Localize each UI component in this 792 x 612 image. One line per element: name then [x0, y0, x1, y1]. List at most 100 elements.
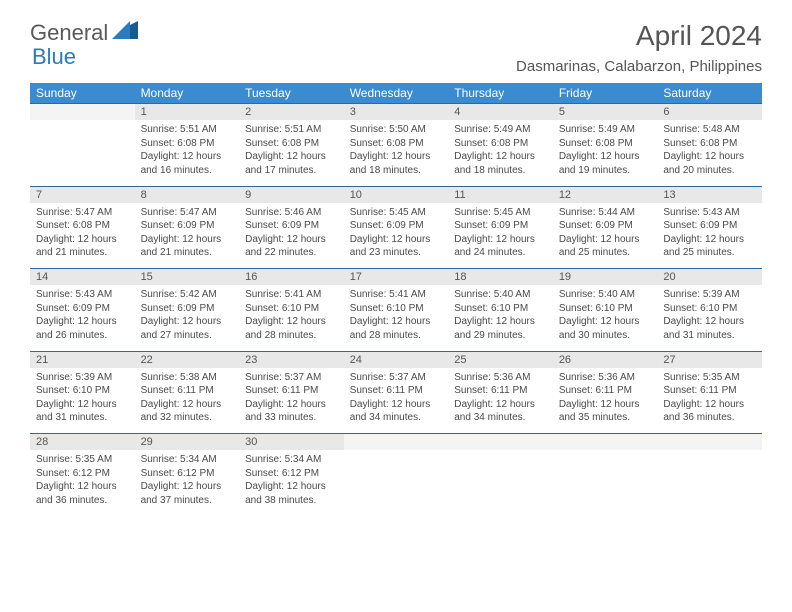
daylight-text: Daylight: 12 hours and 28 minutes. [350, 315, 443, 342]
sunset-text: Sunset: 6:09 PM [559, 219, 652, 233]
day-number-cell: 12 [553, 186, 658, 203]
day-content-cell: Sunrise: 5:49 AMSunset: 6:08 PMDaylight:… [553, 120, 658, 186]
day-content-cell: Sunrise: 5:35 AMSunset: 6:12 PMDaylight:… [30, 450, 135, 516]
daylight-text: Daylight: 12 hours and 27 minutes. [141, 315, 234, 342]
day-number-cell [448, 434, 553, 451]
sunrise-text: Sunrise: 5:42 AM [141, 288, 234, 302]
logo-text-blue: Blue [32, 44, 76, 69]
day-content-cell [657, 450, 762, 516]
day-number-cell: 8 [135, 186, 240, 203]
daylight-text: Daylight: 12 hours and 30 minutes. [559, 315, 652, 342]
sunset-text: Sunset: 6:11 PM [141, 384, 234, 398]
sunset-text: Sunset: 6:09 PM [454, 219, 547, 233]
sunset-text: Sunset: 6:09 PM [141, 219, 234, 233]
day-number-cell: 27 [657, 351, 762, 368]
daylight-text: Daylight: 12 hours and 25 minutes. [663, 233, 756, 260]
daylight-text: Daylight: 12 hours and 23 minutes. [350, 233, 443, 260]
location-text: Dasmarinas, Calabarzon, Philippines [516, 58, 762, 75]
daylight-text: Daylight: 12 hours and 31 minutes. [663, 315, 756, 342]
sunset-text: Sunset: 6:11 PM [559, 384, 652, 398]
day-number-cell: 20 [657, 269, 762, 286]
day-content-cell [344, 450, 449, 516]
day-content-cell [30, 120, 135, 186]
day-number-cell [344, 434, 449, 451]
daylight-text: Daylight: 12 hours and 20 minutes. [663, 150, 756, 177]
sunrise-text: Sunrise: 5:36 AM [559, 371, 652, 385]
sunrise-text: Sunrise: 5:39 AM [663, 288, 756, 302]
sunset-text: Sunset: 6:08 PM [36, 219, 129, 233]
page-header: General April 2024 Dasmarinas, Calabarzo… [0, 0, 792, 83]
day-number-cell: 15 [135, 269, 240, 286]
day-content-cell: Sunrise: 5:42 AMSunset: 6:09 PMDaylight:… [135, 285, 240, 351]
daylight-text: Daylight: 12 hours and 24 minutes. [454, 233, 547, 260]
daylight-text: Daylight: 12 hours and 34 minutes. [454, 398, 547, 425]
sunset-text: Sunset: 6:08 PM [454, 137, 547, 151]
weekday-header: Wednesday [344, 83, 449, 104]
sunrise-text: Sunrise: 5:47 AM [141, 206, 234, 220]
sunset-text: Sunset: 6:10 PM [36, 384, 129, 398]
sunrise-text: Sunrise: 5:44 AM [559, 206, 652, 220]
day-content-cell: Sunrise: 5:39 AMSunset: 6:10 PMDaylight:… [657, 285, 762, 351]
sunset-text: Sunset: 6:08 PM [663, 137, 756, 151]
day-content-cell: Sunrise: 5:49 AMSunset: 6:08 PMDaylight:… [448, 120, 553, 186]
weekday-header: Monday [135, 83, 240, 104]
day-number-cell: 3 [344, 104, 449, 121]
sunset-text: Sunset: 6:12 PM [36, 467, 129, 481]
sunrise-text: Sunrise: 5:35 AM [663, 371, 756, 385]
logo-triangle-icon [112, 21, 138, 46]
daylight-text: Daylight: 12 hours and 31 minutes. [36, 398, 129, 425]
day-content-cell: Sunrise: 5:34 AMSunset: 6:12 PMDaylight:… [135, 450, 240, 516]
daylight-text: Daylight: 12 hours and 36 minutes. [36, 480, 129, 507]
day-number-cell: 25 [448, 351, 553, 368]
day-number-row: 21222324252627 [30, 351, 762, 368]
sunset-text: Sunset: 6:08 PM [350, 137, 443, 151]
sunset-text: Sunset: 6:08 PM [245, 137, 338, 151]
day-content-cell: Sunrise: 5:51 AMSunset: 6:08 PMDaylight:… [239, 120, 344, 186]
day-number-cell: 16 [239, 269, 344, 286]
daylight-text: Daylight: 12 hours and 25 minutes. [559, 233, 652, 260]
sunrise-text: Sunrise: 5:49 AM [454, 123, 547, 137]
day-content-cell: Sunrise: 5:37 AMSunset: 6:11 PMDaylight:… [344, 368, 449, 434]
day-content-cell: Sunrise: 5:41 AMSunset: 6:10 PMDaylight:… [239, 285, 344, 351]
day-content-row: Sunrise: 5:39 AMSunset: 6:10 PMDaylight:… [30, 368, 762, 434]
day-number-cell [30, 104, 135, 121]
day-number-cell: 13 [657, 186, 762, 203]
sunrise-text: Sunrise: 5:35 AM [36, 453, 129, 467]
day-content-cell: Sunrise: 5:36 AMSunset: 6:11 PMDaylight:… [448, 368, 553, 434]
day-number-cell: 9 [239, 186, 344, 203]
sunset-text: Sunset: 6:08 PM [141, 137, 234, 151]
sunrise-text: Sunrise: 5:47 AM [36, 206, 129, 220]
day-content-row: Sunrise: 5:47 AMSunset: 6:08 PMDaylight:… [30, 203, 762, 269]
sunrise-text: Sunrise: 5:43 AM [663, 206, 756, 220]
sunset-text: Sunset: 6:11 PM [245, 384, 338, 398]
sunrise-text: Sunrise: 5:45 AM [350, 206, 443, 220]
daylight-text: Daylight: 12 hours and 21 minutes. [36, 233, 129, 260]
sunset-text: Sunset: 6:12 PM [245, 467, 338, 481]
daylight-text: Daylight: 12 hours and 35 minutes. [559, 398, 652, 425]
day-number-cell: 30 [239, 434, 344, 451]
day-number-cell: 2 [239, 104, 344, 121]
sunset-text: Sunset: 6:09 PM [663, 219, 756, 233]
sunrise-text: Sunrise: 5:37 AM [245, 371, 338, 385]
sunset-text: Sunset: 6:10 PM [559, 302, 652, 316]
day-number-cell: 4 [448, 104, 553, 121]
day-number-cell: 24 [344, 351, 449, 368]
day-number-cell: 17 [344, 269, 449, 286]
day-content-cell: Sunrise: 5:47 AMSunset: 6:09 PMDaylight:… [135, 203, 240, 269]
day-number-row: 123456 [30, 104, 762, 121]
day-number-cell: 10 [344, 186, 449, 203]
day-content-cell: Sunrise: 5:46 AMSunset: 6:09 PMDaylight:… [239, 203, 344, 269]
day-number-cell [657, 434, 762, 451]
sunset-text: Sunset: 6:10 PM [454, 302, 547, 316]
sunrise-text: Sunrise: 5:34 AM [245, 453, 338, 467]
sunrise-text: Sunrise: 5:34 AM [141, 453, 234, 467]
day-content-cell: Sunrise: 5:41 AMSunset: 6:10 PMDaylight:… [344, 285, 449, 351]
day-number-cell: 18 [448, 269, 553, 286]
daylight-text: Daylight: 12 hours and 32 minutes. [141, 398, 234, 425]
day-number-row: 14151617181920 [30, 269, 762, 286]
daylight-text: Daylight: 12 hours and 38 minutes. [245, 480, 338, 507]
sunrise-text: Sunrise: 5:40 AM [454, 288, 547, 302]
day-content-cell: Sunrise: 5:36 AMSunset: 6:11 PMDaylight:… [553, 368, 658, 434]
day-content-row: Sunrise: 5:35 AMSunset: 6:12 PMDaylight:… [30, 450, 762, 516]
day-content-cell: Sunrise: 5:48 AMSunset: 6:08 PMDaylight:… [657, 120, 762, 186]
